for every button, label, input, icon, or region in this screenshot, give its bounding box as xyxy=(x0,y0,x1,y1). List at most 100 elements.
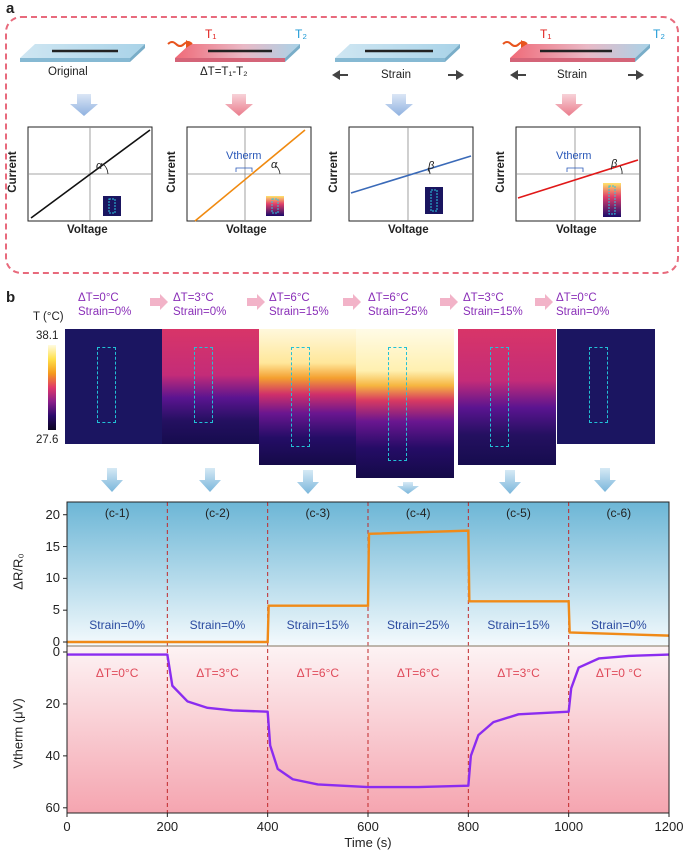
segment-label-6: (c-6) xyxy=(606,506,632,520)
x-tick-label-3: 600 xyxy=(357,819,379,834)
plate-strain-delta-t xyxy=(502,40,650,80)
bottom-y-tick-label-0: 0 xyxy=(52,644,60,659)
ir-image-4 xyxy=(356,329,454,478)
plate-strain xyxy=(332,44,464,80)
plate-delta-t xyxy=(167,40,300,62)
state-label-6: ΔT=0°C Strain=0% xyxy=(556,292,610,318)
iv1-ylabel: Current xyxy=(6,151,19,193)
colorbar-title: T (°C) xyxy=(33,311,64,323)
resistance-series-line xyxy=(67,529,670,644)
ir-roi-4 xyxy=(388,347,407,461)
state-label-5: ΔT=3°C Strain=15% xyxy=(463,292,523,318)
ir-roi-6 xyxy=(589,347,608,423)
transition-arrow-3 xyxy=(343,294,361,310)
ir-image-6 xyxy=(557,329,655,444)
x-tick-label-2: 400 xyxy=(256,819,279,834)
top-y-tick-label-3: 15 xyxy=(45,538,60,554)
colorbar-min: 27.6 xyxy=(36,434,59,446)
iv3-ylabel: Current xyxy=(327,151,340,193)
chart-link-arrow-4 xyxy=(397,482,419,494)
plate-original xyxy=(20,44,145,62)
chart-link-arrow-3 xyxy=(297,470,319,494)
chart-link-arrow-6 xyxy=(594,468,616,492)
scenario-label-3: Strain xyxy=(381,69,412,81)
transition-arrow-4 xyxy=(440,294,458,310)
x-tick-label-4: 800 xyxy=(457,819,480,834)
segment-label-3: (c-3) xyxy=(305,506,331,520)
ir-image-3 xyxy=(259,329,357,465)
iv4-vtherm: Vtherm xyxy=(556,150,592,162)
iv2-angle: α xyxy=(271,159,278,171)
iv1-xlabel: Voltage xyxy=(67,224,108,236)
ir-roi-2 xyxy=(194,347,213,423)
iv2-vtherm: Vtherm xyxy=(226,150,262,162)
time-series-chart xyxy=(63,501,670,817)
arrow-down-4 xyxy=(555,94,583,116)
chart-link-arrows xyxy=(101,468,616,494)
t1-label-4: T₁ xyxy=(540,27,552,41)
t1-label-2: T₁ xyxy=(205,27,217,41)
panel-a-letter: a xyxy=(6,0,15,17)
ir-image-2 xyxy=(162,329,260,444)
x-axis-label: Time (s) xyxy=(344,835,392,850)
scenario-label-2: ΔT=T₁-T₂ xyxy=(200,66,248,78)
bottom-y-tick-label-1: 20 xyxy=(45,695,60,711)
x-tick-label-0: 0 xyxy=(63,819,71,834)
t2-label-4: T₂ xyxy=(653,27,665,41)
iv4-angle: β xyxy=(611,158,618,170)
transition-arrow-1 xyxy=(150,294,168,310)
strain-label-3: Strain=15% xyxy=(286,618,350,632)
dt-label-1: ΔT=0°C xyxy=(95,666,139,680)
segment-label-2: (c-2) xyxy=(205,506,230,520)
iv-plot-1 xyxy=(27,126,153,222)
scenario-label-4: Strain xyxy=(557,69,588,81)
x-tick-label-5: 1000 xyxy=(554,819,584,834)
colorbar-max: 38.1 xyxy=(36,330,59,342)
iv-plot-2 xyxy=(186,126,312,222)
ir-roi-1 xyxy=(97,347,116,423)
iv4-xlabel: Voltage xyxy=(556,224,597,236)
strain-label-6: Strain=0% xyxy=(590,618,647,632)
strain-label-4: Strain=25% xyxy=(386,618,450,632)
transition-arrow-2 xyxy=(247,294,265,310)
iv4-ylabel: Current xyxy=(494,151,507,193)
bottom-y-tick-label-2: 40 xyxy=(45,747,60,763)
panel-b-letter: b xyxy=(6,289,16,306)
transition-arrow-5 xyxy=(535,294,553,310)
vtherm-series-line xyxy=(67,653,670,789)
top-y-axis-label: ΔR/R₀ xyxy=(10,553,26,590)
state-label-2: ΔT=3°C Strain=0% xyxy=(173,292,227,318)
x-tick-label-1: 200 xyxy=(156,819,179,834)
t2-label-2: T₂ xyxy=(295,27,307,41)
dt-label-5: ΔT=3°C xyxy=(497,666,540,680)
dt-label-3: ΔT=6°C xyxy=(296,666,340,680)
iv3-xlabel: Voltage xyxy=(388,224,429,236)
state-label-3: ΔT=6°C Strain=15% xyxy=(269,292,329,318)
colorbar xyxy=(48,345,56,430)
iv2-ylabel: Current xyxy=(165,151,178,193)
segment-label-4: (c-4) xyxy=(405,506,431,520)
top-y-tick-label-1: 5 xyxy=(52,602,60,618)
transition-arrows xyxy=(150,294,553,310)
chart-link-arrow-1 xyxy=(101,468,123,492)
panel-a-frame xyxy=(5,16,679,274)
segment-label-1: (c-1) xyxy=(104,506,130,520)
top-y-tick-label-4: 20 xyxy=(45,506,60,522)
strain-label-1: Strain=0% xyxy=(89,618,146,632)
strain-label-5: Strain=15% xyxy=(487,618,550,632)
dt-label-6: ΔT=0 °C xyxy=(595,666,642,680)
ir-image-1 xyxy=(65,329,163,444)
state-label-4: ΔT=6°C Strain=25% xyxy=(368,292,428,318)
top-y-tick-label-2: 10 xyxy=(45,570,60,586)
iv3-angle: β xyxy=(428,160,435,172)
iv1-angle: α xyxy=(96,160,103,172)
arrow-down-2 xyxy=(225,94,253,116)
chart-link-arrow-2 xyxy=(199,468,221,492)
chart-link-arrow-5 xyxy=(499,470,521,494)
arrow-down-3 xyxy=(385,94,413,116)
state-label-1: ΔT=0°C Strain=0% xyxy=(78,292,132,318)
bottom-y-axis-label: Vtherm (μV) xyxy=(10,698,26,769)
segment-label-5: (c-5) xyxy=(506,506,531,520)
iv-plot-3 xyxy=(348,126,474,222)
top-y-tick-label-0: 0 xyxy=(52,634,60,649)
